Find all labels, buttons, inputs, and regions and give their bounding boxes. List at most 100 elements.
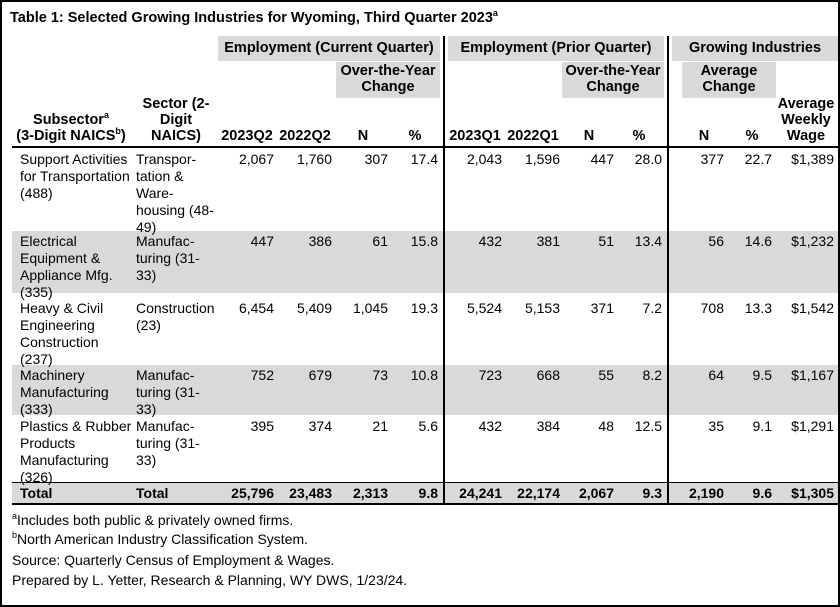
row-sector: Construction (23) [136, 300, 215, 333]
row-value: 9.5 [752, 367, 772, 383]
row-value: $1,305 [791, 485, 834, 501]
row-sector: Manufac-turing (31-33) [136, 233, 200, 283]
total-rule-top [12, 482, 838, 483]
row-value: 5,524 [466, 300, 502, 316]
row-value: 35 [708, 418, 724, 434]
table-title: Table 1: Selected Growing Industries for… [10, 8, 498, 27]
subgroup-avg: Average Change [700, 63, 758, 95]
group-header-growing: Growing Industries [688, 40, 822, 56]
col-wage: Average Weekly Wage [777, 96, 835, 144]
row-value: 5.6 [418, 418, 438, 434]
row-value: 14.6 [744, 233, 772, 249]
group-divider-2 [667, 36, 669, 505]
row-value: 2,067 [238, 151, 274, 167]
row-value: 374 [308, 418, 332, 434]
group-header-current: Employment (Current Quarter) [224, 40, 434, 56]
row-value: 13.4 [634, 233, 662, 249]
row-value: 55 [598, 367, 614, 383]
group-header-prior-bg [448, 36, 664, 61]
row-value: 752 [250, 367, 274, 383]
row-subsector: Plastics & Rubber Products Manufacturing… [20, 418, 132, 485]
footnote-prepared: Prepared by L. Yetter, Research & Planni… [12, 572, 408, 588]
group-header-prior: Employment (Prior Quarter) [460, 40, 652, 56]
row-value: 447 [590, 151, 614, 167]
row-subsector: Support Activities for Transportation (4… [20, 151, 130, 201]
row-value: 9.8 [418, 485, 438, 501]
row-subsector: Machinery Manufacturing (333) [20, 367, 109, 417]
row-value: 679 [308, 367, 332, 383]
row-value: 9.6 [752, 485, 772, 501]
footnote-source: Source: Quarterly Census of Employment &… [12, 552, 335, 568]
row-shade-2 [12, 231, 838, 293]
col-sector: Sector (2-Digit NAICS) [142, 96, 210, 144]
row-value: 447 [250, 233, 274, 249]
row-shade-4 [12, 365, 838, 415]
row-value: 6,454 [238, 300, 274, 316]
row-value: 9.3 [642, 485, 662, 501]
col-2022q2: 2022Q2 [279, 128, 331, 144]
total-shade [12, 483, 838, 503]
row-value: $1,291 [791, 418, 834, 434]
row-value: 7.2 [642, 300, 662, 316]
footnote-a: aIncludes both public & privately owned … [12, 511, 294, 529]
row-subsector: Total [20, 485, 53, 501]
row-value: 64 [708, 367, 724, 383]
row-value: 2,043 [466, 151, 502, 167]
row-value: 73 [372, 367, 388, 383]
row-value: 19.3 [410, 300, 438, 316]
col-n3: N [698, 128, 710, 144]
row-value: 61 [372, 233, 388, 249]
row-value: 48 [598, 418, 614, 434]
row-value: 12.5 [634, 418, 662, 434]
col-2023q1: 2023Q1 [449, 128, 501, 144]
col-pct1: % [408, 128, 422, 144]
row-value: 377 [700, 151, 724, 167]
row-sector: Manufac-turing (31-33) [136, 418, 200, 468]
row-value: $1,167 [791, 367, 834, 383]
row-value: 8.2 [642, 367, 662, 383]
group-divider-1 [443, 36, 445, 505]
row-value: 2,190 [688, 485, 724, 501]
row-sector: Transpor-tation & Ware-housing (48-49) [136, 151, 214, 235]
row-value: 668 [536, 367, 560, 383]
row-value: 432 [478, 418, 502, 434]
total-rule-bottom [12, 503, 838, 505]
row-value: 17.4 [410, 151, 438, 167]
group-header-growing-bg [672, 36, 838, 61]
row-value: 28.0 [634, 151, 662, 167]
row-value: 371 [590, 300, 614, 316]
row-sector: Total [136, 485, 169, 501]
row-value: 2,067 [578, 485, 614, 501]
row-value: 56 [708, 233, 724, 249]
footnote-b: bNorth American Industry Classification … [12, 530, 309, 548]
group-header-current-bg [218, 36, 440, 61]
row-value: 432 [478, 233, 502, 249]
subgroup-oty2-bg [562, 62, 664, 98]
col-pct2: % [632, 128, 646, 144]
col-2022q1: 2022Q1 [507, 128, 559, 144]
row-value: 386 [308, 233, 332, 249]
row-value: 5,153 [524, 300, 560, 316]
row-value: 9.1 [752, 418, 772, 434]
row-value: 1,596 [524, 151, 560, 167]
row-value: $1,232 [791, 233, 834, 249]
row-value: 10.8 [410, 367, 438, 383]
col-n1: N [357, 128, 369, 144]
row-value: 13.3 [744, 300, 772, 316]
row-value: 5,409 [296, 300, 332, 316]
row-subsector: Electrical Equipment & Appliance Mfg. (3… [20, 233, 113, 300]
subgroup-oty-bg [336, 62, 440, 98]
row-value: 2,313 [352, 485, 388, 501]
col-2023q2: 2023Q2 [221, 128, 273, 144]
row-value: 21 [372, 418, 388, 434]
row-value: 381 [536, 233, 560, 249]
subgroup-oty: Over-the-Year Change [340, 63, 436, 95]
col-pct3: % [745, 128, 759, 144]
row-value: 23,483 [289, 485, 332, 501]
row-value: 395 [250, 418, 274, 434]
header-rule [12, 146, 838, 148]
row-subsector: Heavy & Civil Engineering Construction (… [20, 300, 104, 367]
row-value: 384 [536, 418, 560, 434]
row-value: 307 [364, 151, 388, 167]
